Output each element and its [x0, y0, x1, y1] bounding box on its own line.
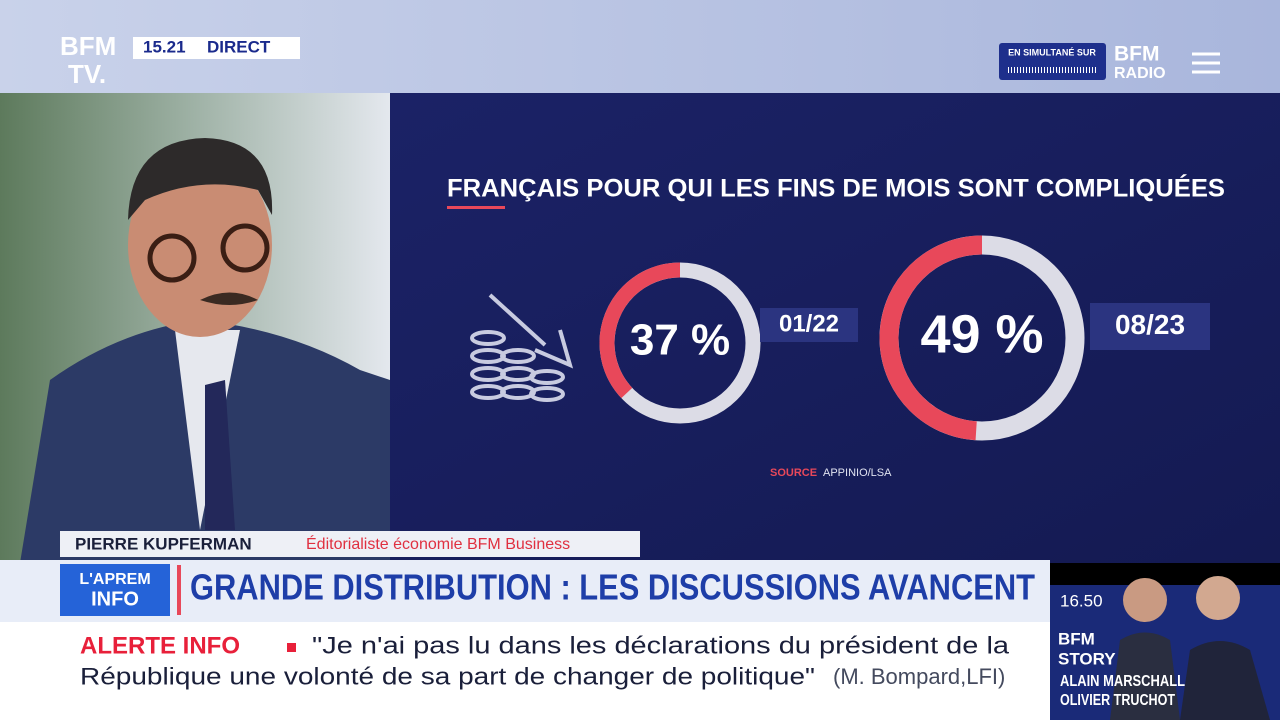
coins-icon [470, 293, 574, 402]
category-label: 01/22 [779, 310, 839, 337]
show-logo [60, 564, 170, 616]
next-show-title: STORY [1058, 649, 1116, 668]
donut-chart: 37 % 01/22 49 % 08/23 [599, 235, 1210, 441]
logo: BFM [60, 31, 116, 61]
donut-arc [599, 262, 681, 399]
simulcast-label: EN SIMULTANÉ SUR [1008, 47, 1096, 57]
category-box [760, 308, 858, 342]
category-box [1090, 303, 1210, 350]
value-label: 37 % [630, 316, 730, 365]
clock: 15.21 [143, 37, 186, 56]
title-underline [447, 206, 505, 209]
next-show-title: BFM [1058, 629, 1095, 648]
separator [177, 565, 181, 615]
donut-arc [879, 235, 983, 441]
next-show-time: 16.50 [1060, 591, 1103, 610]
show-logo-text: L'APREM [79, 571, 150, 588]
presenter [20, 138, 390, 563]
hosts [1110, 576, 1270, 720]
headline-bar [0, 560, 1050, 622]
alert-bullet [287, 643, 296, 652]
headline: GRANDE DISTRIBUTION : LES DISCUSSIONS AV… [190, 567, 1035, 608]
name-bar [60, 531, 640, 557]
host-name: OLIVIER TRUCHOT [1060, 692, 1175, 709]
logo: TV. [68, 59, 106, 89]
simulcast-box [999, 43, 1106, 80]
ticker [0, 622, 1050, 720]
radio-logo: BFM [1114, 43, 1160, 66]
live-label: DIRECT [207, 37, 271, 56]
chart-title: FRANÇAIS POUR QUI LES FINS DE MOIS SONT … [447, 174, 1225, 203]
host-name: ALAIN MARSCHALL [1060, 673, 1185, 690]
source: APPINIO/LSA [823, 467, 892, 479]
radio-logo: RADIO [1114, 65, 1166, 82]
ticker-attribution: (M. Bompard,LFI) [833, 664, 1005, 689]
guest-name: PIERRE KUPFERMAN [75, 534, 252, 553]
source-label: SOURCE [770, 467, 817, 479]
show-logo-text: INFO [91, 588, 139, 610]
menu-icon[interactable] [1192, 52, 1220, 74]
ticker-text: "Je n'ai pas lu dans les déclarations du… [312, 632, 1010, 659]
ticker-text: République une volonté de sa part de cha… [80, 663, 815, 690]
live-box [133, 37, 300, 59]
guest-role: Éditorialiste économie BFM Business [306, 534, 570, 553]
category-label: 08/23 [1115, 309, 1185, 340]
value-label: 49 % [920, 304, 1043, 364]
alert-label: ALERTE INFO [80, 632, 240, 659]
